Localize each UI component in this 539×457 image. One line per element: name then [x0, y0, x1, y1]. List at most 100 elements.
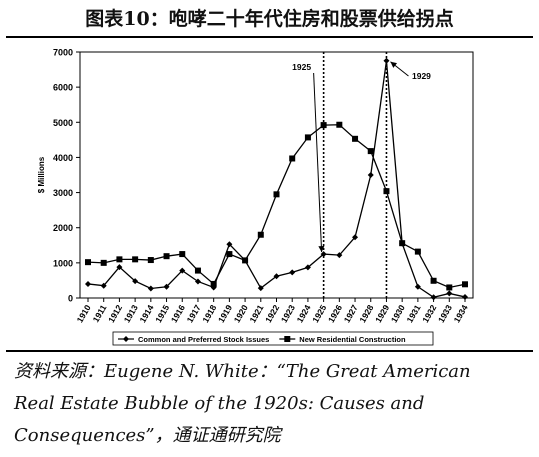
y-tick-label: 3000	[53, 188, 73, 198]
source-line-3: Consequences”，通证通研究院	[14, 425, 281, 446]
y-tick-label: 0	[68, 294, 73, 304]
series-1-point	[116, 264, 123, 271]
series-2-point	[210, 280, 217, 287]
series-1-point	[257, 285, 264, 292]
legend-label-1: Common and Preferred Stock Issues	[138, 335, 269, 344]
series-2-point	[399, 240, 406, 247]
series-1-point	[194, 278, 201, 285]
x-tick-label: 1931	[404, 303, 422, 325]
annotation-label-1929: 1929	[412, 71, 431, 81]
series-2-point	[446, 284, 453, 291]
x-tick-label: 1911	[91, 303, 109, 324]
chart-axes: 0 1000 2000 3000 4000 5000 6000 7000 $ Millions 1…	[37, 48, 474, 325]
x-tick-label: 1929	[373, 303, 391, 325]
x-tick-label: 1923	[279, 303, 297, 325]
x-tick-label: 1932	[420, 303, 438, 325]
x-tick-label: 1928	[357, 303, 375, 325]
series-1-point	[414, 283, 421, 290]
x-tick-label: 1916	[169, 303, 187, 325]
series-layer	[85, 57, 468, 301]
line-chart: 0 1000 2000 3000 4000 5000 6000 7000 $ Millions 1…	[37, 48, 474, 346]
series-2-point	[320, 122, 327, 129]
x-tick-label: 1918	[200, 303, 218, 325]
series-2-point	[304, 134, 311, 141]
y-tick-label: 4000	[53, 153, 73, 163]
series-2-point	[414, 248, 421, 255]
annotation-arrowhead-1929	[390, 61, 398, 68]
series-1-point	[85, 280, 91, 287]
series-1-point	[179, 267, 186, 274]
chart-labels: 1925 1929	[292, 61, 431, 253]
series-1-point	[304, 264, 311, 271]
series-2-point	[132, 256, 139, 263]
series-1-point	[147, 285, 154, 292]
series-2-point	[352, 135, 359, 142]
series-1-point	[132, 278, 139, 285]
series-2-point	[147, 257, 154, 264]
plot-frame	[79, 51, 474, 299]
x-tick-label: 1910	[75, 303, 93, 325]
title-rule-top	[6, 36, 533, 38]
series-2-point	[163, 253, 170, 260]
series-1-point	[367, 172, 374, 178]
series-line-1	[87, 60, 466, 298]
annotation-lines	[322, 52, 388, 298]
y-tick-label: 6000	[53, 83, 73, 93]
x-tick-label: 1927	[342, 303, 360, 325]
series-2-point	[336, 121, 343, 128]
x-tick-label: 1921	[247, 303, 265, 325]
annotation-arrow-1925	[313, 72, 323, 253]
x-tick-label: 1934	[452, 303, 470, 325]
series-1-point	[383, 57, 390, 64]
x-tick-label: 1926	[326, 303, 344, 325]
chart-legend: Common and Preferred Stock Issues New Res…	[112, 331, 434, 346]
series-1-point	[446, 290, 453, 297]
series-2-point	[383, 188, 390, 195]
series-1-point	[430, 294, 437, 301]
legend-marker-1	[123, 336, 129, 342]
series-2-point	[273, 191, 280, 198]
source-line-2: Real Estate Bubble of the 1920s: Causes …	[14, 393, 425, 414]
title-rule-bottom	[6, 350, 533, 352]
annotation-label-1925: 1925	[292, 62, 311, 72]
series-2-point	[430, 277, 437, 284]
x-tick-label: 1915	[153, 303, 171, 325]
y-axis-label: $ Millions	[37, 156, 46, 193]
series-1-point	[163, 283, 170, 290]
y-tick-label: 2000	[53, 223, 73, 233]
y-tick-label: 7000	[53, 48, 73, 58]
series-2-point	[85, 259, 91, 266]
x-tick-label: 1914	[137, 303, 155, 325]
series-2-point	[194, 267, 201, 274]
series-2-point	[116, 256, 123, 263]
legend-label-2: New Residential Construction	[299, 335, 406, 344]
series-2-point	[242, 257, 249, 264]
annotation-arrowhead-1925	[318, 245, 325, 253]
source-note: 资料来源：Eugene N. White：“The Great American…	[14, 356, 524, 452]
series-line-2	[87, 124, 466, 289]
series-1-point	[352, 234, 359, 241]
series-1-point	[462, 293, 468, 300]
series-2-point	[179, 251, 186, 258]
x-tick-label: 1924	[295, 303, 313, 325]
y-tick-label: 1000	[53, 258, 73, 268]
x-tick-label: 1930	[389, 303, 407, 325]
page-title: 图表10：咆哮二十年代住房和股票供给拐点	[85, 8, 454, 30]
series-2-point	[289, 155, 296, 162]
x-tick-label: 1912	[106, 303, 124, 325]
x-tick-label: 1920	[232, 303, 250, 325]
x-tick-label: 1917	[185, 303, 203, 325]
series-2-point	[462, 281, 468, 288]
series-1-point	[273, 273, 280, 280]
x-tick-label: 1933	[436, 303, 454, 325]
x-tick-label: 1922	[263, 303, 281, 325]
x-tick-label: 1919	[216, 303, 234, 325]
series-1-point	[289, 269, 296, 276]
source-line-1: 资料来源：Eugene N. White：“The Great American	[14, 361, 471, 382]
x-tick-label: 1913	[122, 303, 140, 325]
legend-marker-2	[284, 336, 291, 342]
x-tick-label: 1925	[310, 303, 328, 325]
y-tick-label: 5000	[53, 118, 73, 128]
series-2-point	[367, 148, 374, 155]
series-2-point	[100, 259, 107, 266]
